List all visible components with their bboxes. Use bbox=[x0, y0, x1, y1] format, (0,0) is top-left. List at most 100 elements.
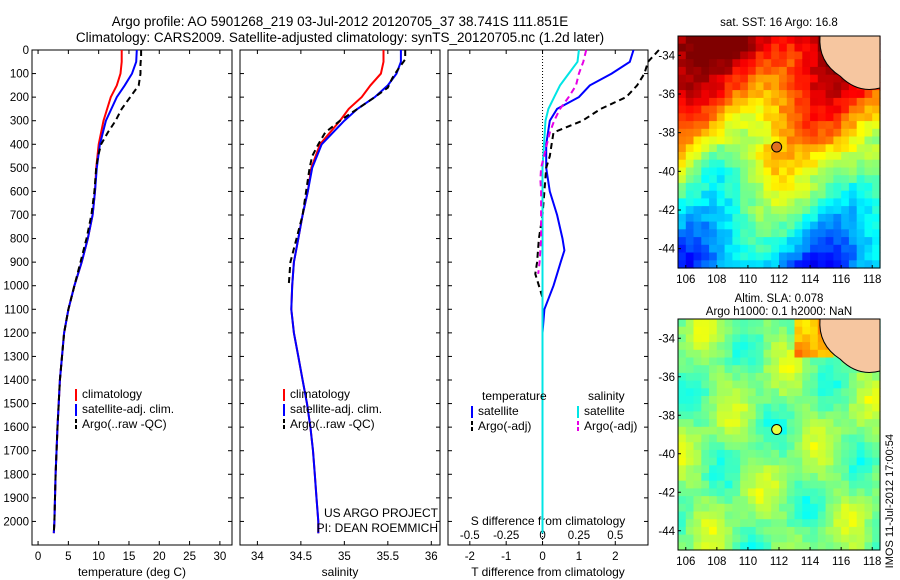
map-cell bbox=[747, 43, 757, 52]
map-cell bbox=[779, 480, 788, 489]
map-cell bbox=[786, 357, 796, 366]
map-cell bbox=[786, 159, 796, 168]
map-cell bbox=[872, 159, 881, 168]
map-cell bbox=[693, 190, 702, 199]
y-tick-label: 1000 bbox=[3, 281, 29, 293]
map-cell bbox=[724, 66, 733, 76]
map-cell bbox=[763, 365, 772, 374]
map-cell bbox=[841, 206, 850, 215]
map-cell bbox=[755, 74, 765, 83]
map-cell bbox=[724, 496, 733, 505]
map-cell bbox=[755, 213, 765, 223]
map-cell bbox=[810, 128, 819, 138]
map-cell bbox=[732, 182, 741, 192]
map-cell bbox=[872, 90, 881, 99]
map-cell bbox=[747, 326, 757, 335]
map-cell bbox=[841, 411, 850, 420]
map-cell bbox=[779, 105, 788, 114]
map-cell bbox=[755, 198, 765, 207]
map-cell bbox=[740, 365, 749, 374]
map-cell bbox=[678, 221, 687, 230]
map-cell bbox=[740, 121, 749, 130]
map-cell bbox=[685, 488, 695, 497]
map-cell bbox=[786, 51, 796, 60]
map-cell bbox=[747, 244, 757, 254]
map-cell bbox=[771, 190, 780, 199]
map-cell bbox=[779, 74, 788, 83]
map-cell bbox=[740, 229, 749, 238]
map-cell bbox=[825, 105, 834, 114]
map-cell bbox=[872, 526, 881, 536]
map-cell bbox=[740, 51, 749, 60]
map-cell bbox=[794, 221, 803, 230]
map-cell bbox=[685, 221, 695, 230]
map-cell bbox=[848, 419, 858, 428]
map-cell bbox=[678, 229, 687, 238]
map-cell bbox=[747, 90, 757, 99]
map-cell bbox=[716, 213, 726, 223]
map-cell bbox=[810, 380, 819, 389]
map-cell bbox=[755, 388, 765, 397]
map-cell bbox=[794, 342, 803, 351]
map-cell bbox=[732, 198, 741, 207]
map-cell bbox=[755, 457, 765, 466]
map-cell bbox=[755, 105, 765, 114]
map-cell bbox=[856, 121, 866, 130]
map-cell bbox=[802, 97, 811, 107]
map-cell bbox=[709, 334, 718, 343]
map-cell bbox=[794, 36, 803, 45]
map-cell bbox=[856, 488, 866, 497]
y-tick-label: 1800 bbox=[3, 469, 29, 481]
map-cell bbox=[771, 365, 780, 374]
map-cell bbox=[732, 503, 741, 513]
map-cell bbox=[786, 260, 796, 269]
top-axis-tick-label: 0.5 bbox=[607, 530, 623, 542]
map-cell bbox=[701, 480, 710, 489]
map-cell bbox=[794, 190, 803, 199]
map-cell bbox=[825, 229, 834, 238]
map-cell bbox=[740, 66, 749, 76]
series-line-s-satellite bbox=[541, 49, 580, 534]
map-cell bbox=[810, 403, 819, 412]
map-cell bbox=[872, 542, 881, 551]
map-cell bbox=[856, 136, 866, 145]
map-cell bbox=[810, 349, 819, 359]
map-cell bbox=[779, 473, 788, 482]
map-cell bbox=[678, 213, 687, 223]
map-cell bbox=[833, 167, 842, 176]
map-cell bbox=[786, 349, 796, 359]
map-cell bbox=[794, 542, 803, 551]
map-cell bbox=[740, 503, 749, 513]
map-cell bbox=[693, 326, 702, 335]
map-cell bbox=[747, 213, 757, 223]
map-cell bbox=[779, 190, 788, 199]
map-cell bbox=[693, 136, 702, 145]
map-cell bbox=[701, 59, 710, 68]
map-cell bbox=[872, 206, 881, 215]
map-cell bbox=[864, 190, 873, 199]
map-cell bbox=[685, 74, 695, 83]
map-cell bbox=[716, 457, 726, 466]
map-cell bbox=[755, 419, 765, 428]
map-cell bbox=[833, 198, 842, 207]
map-cell bbox=[755, 342, 765, 351]
map-cell bbox=[732, 411, 741, 420]
map-cell bbox=[864, 526, 873, 536]
map-cell bbox=[848, 442, 858, 451]
map-cell bbox=[685, 190, 695, 199]
map-cell bbox=[786, 457, 796, 466]
map-cell bbox=[810, 365, 819, 374]
map-cell bbox=[716, 82, 726, 91]
map-cell bbox=[747, 488, 757, 497]
map-cell bbox=[841, 113, 850, 122]
x-tick-label: 116 bbox=[832, 556, 850, 568]
map-cell bbox=[802, 403, 811, 412]
map-cell bbox=[872, 237, 881, 246]
map-cell bbox=[817, 388, 827, 397]
map-cell bbox=[872, 221, 881, 230]
map-cell bbox=[709, 388, 718, 397]
map-cell bbox=[755, 159, 765, 168]
map-cell bbox=[709, 43, 718, 52]
map-cell bbox=[701, 252, 710, 261]
map-cell bbox=[771, 105, 780, 114]
